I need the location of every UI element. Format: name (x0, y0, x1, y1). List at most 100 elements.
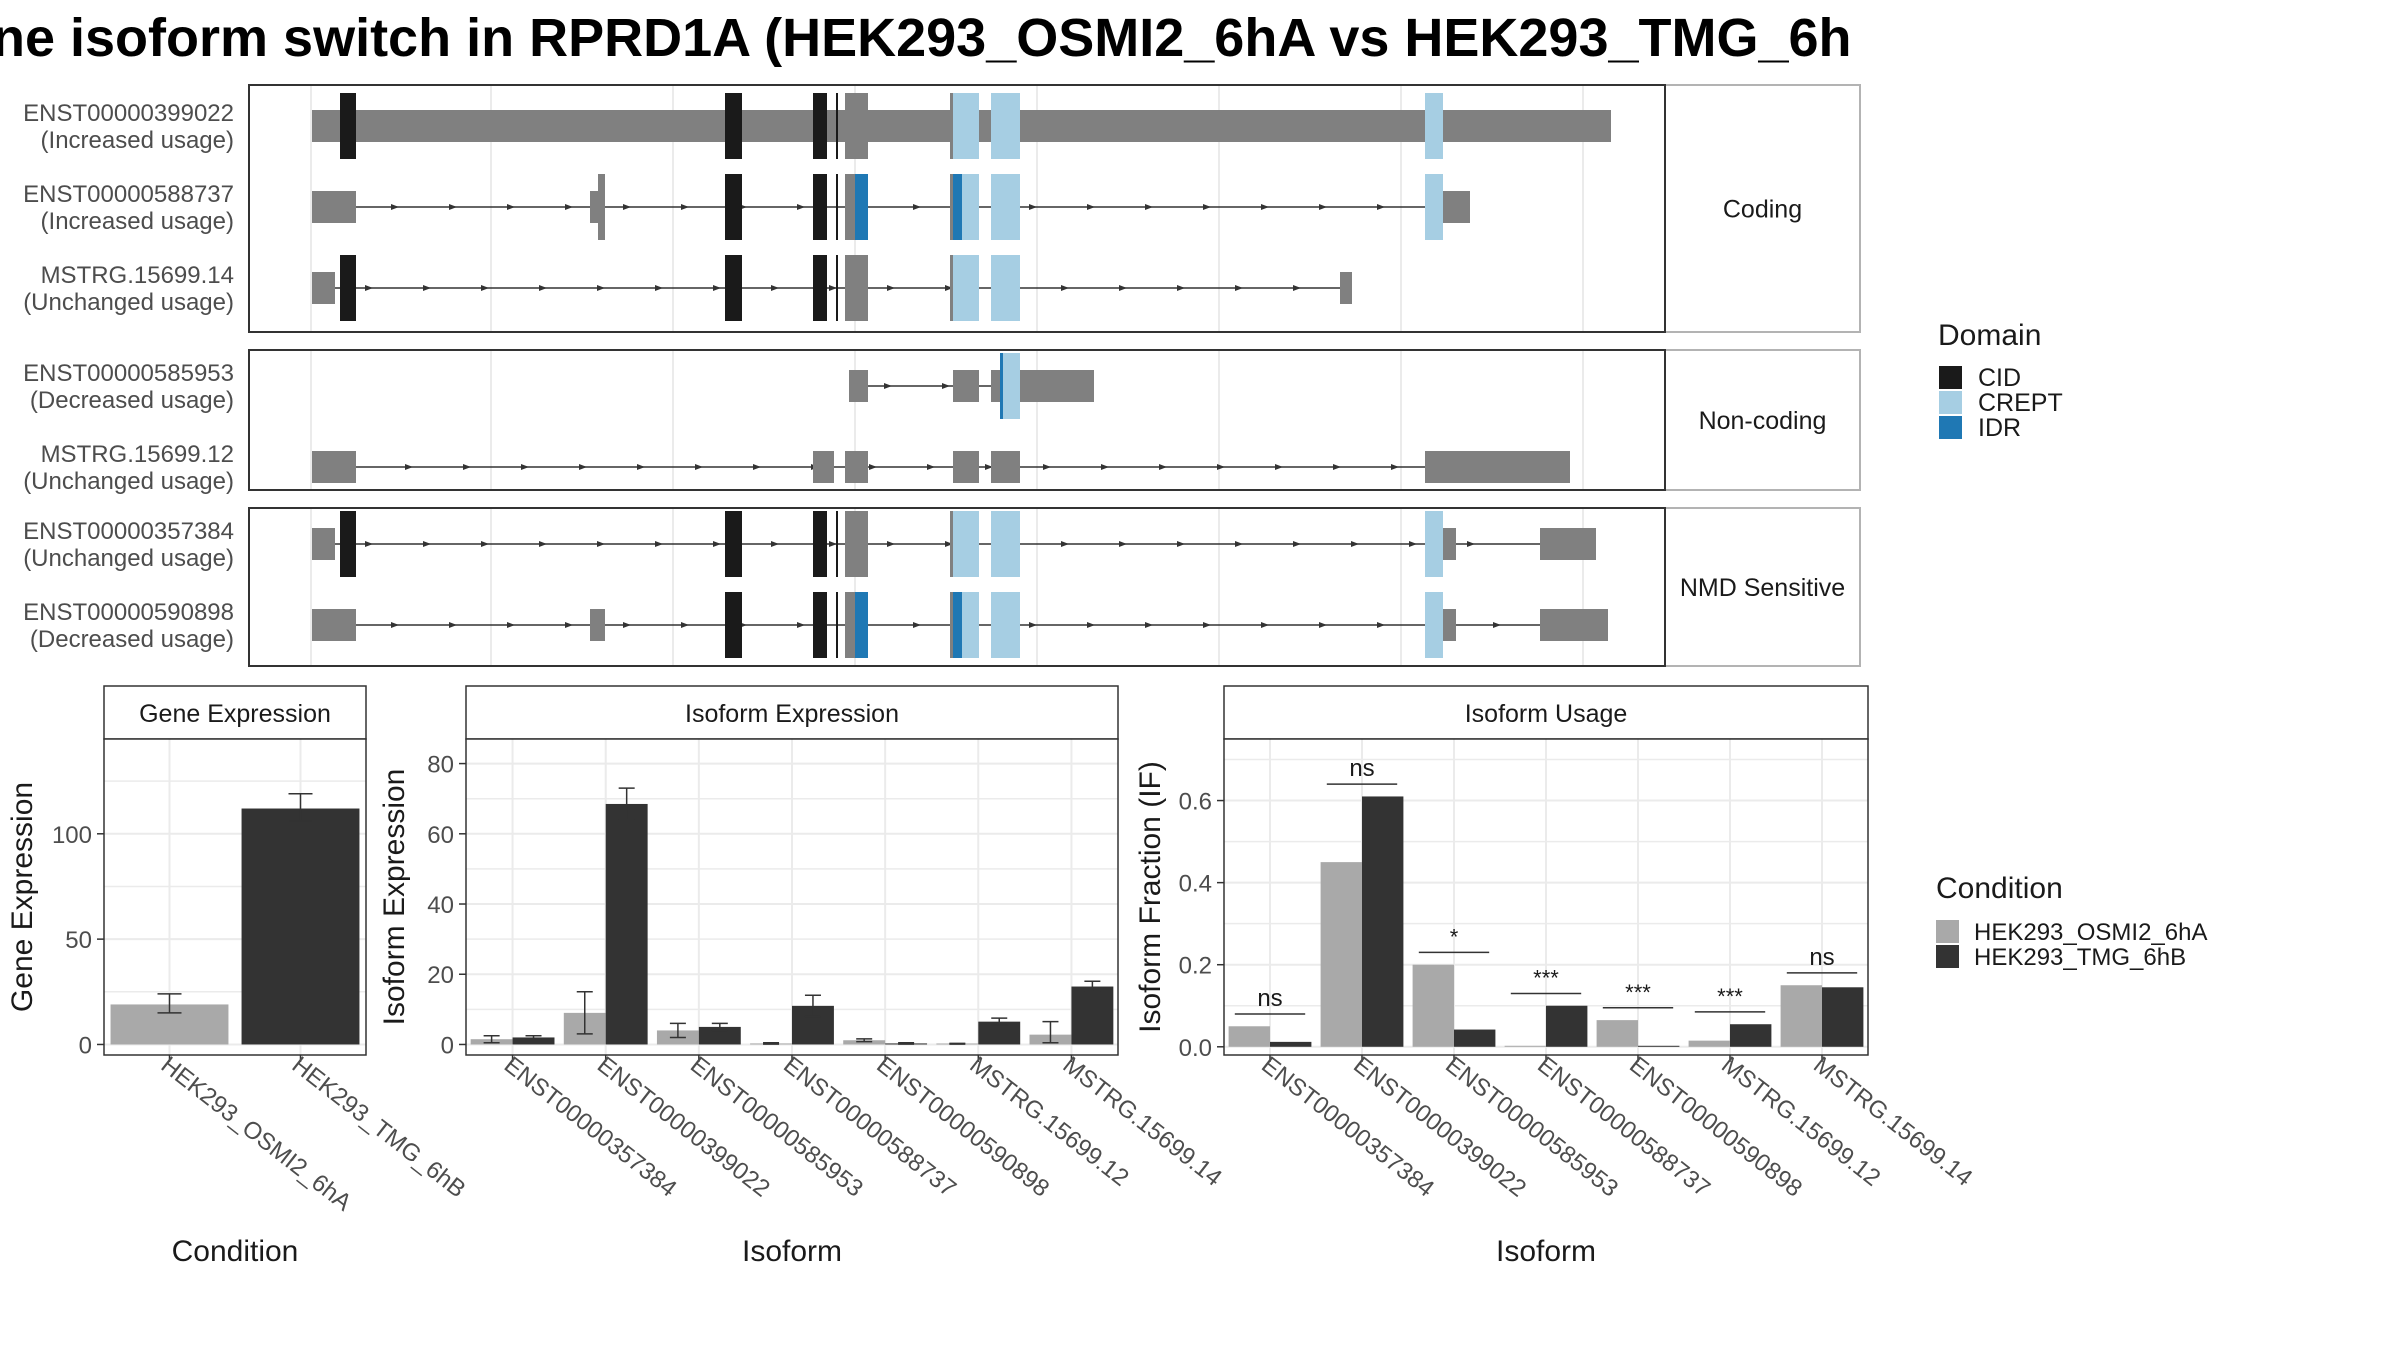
bar (978, 1021, 1021, 1045)
x-tick-label: MSTRG.15699.12 (965, 1051, 1134, 1191)
y-tick-label: 40 (427, 892, 454, 919)
intron-arrow (565, 622, 573, 628)
chart-1: Isoform Expression 0 20 40 60 80 ENST000003573… (378, 685, 1227, 1268)
bar (512, 1037, 555, 1045)
intron-arrow (1217, 464, 1225, 470)
x-axis-title: Isoform (742, 1235, 842, 1268)
bar (241, 808, 360, 1045)
intron-arrow (1293, 541, 1301, 547)
intron-arrow (1061, 285, 1069, 291)
cid-domain-exon (725, 93, 742, 159)
chart-title: Gene Expression (139, 700, 331, 728)
intron-arrow (449, 204, 457, 210)
condition-legend-label: HEK293_OSMI2_6hA (1974, 919, 2207, 946)
chart-title: Isoform Expression (685, 700, 899, 728)
crept-domain-exon (1425, 511, 1443, 577)
x-axis-title: Isoform (1496, 1235, 1596, 1268)
significance-label: *** (1625, 980, 1651, 1005)
crept-domain-exon (1003, 353, 1020, 419)
x-tick-label: ENST00000590898 (871, 1051, 1054, 1202)
crept-domain-exon (962, 592, 979, 658)
isoform-id-label: ENST00000588737 (23, 181, 234, 208)
domain-legend-label: CID (1978, 364, 2021, 392)
intron-arrow (753, 464, 761, 470)
utr-exon (845, 451, 868, 483)
utr-exon (312, 609, 356, 641)
isoform-id-label: MSTRG.15699.12 (41, 441, 234, 468)
intron-arrow (521, 464, 529, 470)
intron-arrow (713, 285, 721, 291)
intron-arrow (1177, 541, 1185, 547)
group-strip (1664, 349, 1861, 491)
isoform-id-label: ENST00000357384 (23, 518, 234, 545)
intron-arrow (1087, 622, 1095, 628)
bar (1270, 1041, 1312, 1047)
y-tick-label: 0 (441, 1032, 454, 1059)
crept-domain-exon (991, 174, 1020, 240)
cid-domain-exon (836, 93, 838, 159)
significance-label: ns (1257, 985, 1282, 1012)
y-axis-title: Isoform Expression (378, 769, 411, 1026)
utr-exon (1425, 451, 1570, 483)
domain-legend-label: IDR (1978, 414, 2021, 442)
cid-domain-exon (340, 93, 356, 159)
crept-domain-exon (1425, 174, 1443, 240)
crept-domain-exon (1425, 93, 1443, 159)
intron-arrow (1261, 204, 1269, 210)
intron-arrow (887, 541, 895, 547)
intron-arrow (539, 285, 547, 291)
intron-arrow (945, 541, 953, 547)
chart-strip (465, 685, 1119, 740)
isoform-id-label: MSTRG.15699.14 (41, 262, 234, 289)
utr-exon (953, 370, 979, 402)
bar (1228, 1026, 1270, 1047)
significance-label: ns (1349, 755, 1374, 782)
y-axis-title: Isoform Fraction (IF) (1134, 761, 1167, 1033)
cid-domain-exon (725, 511, 742, 577)
isoform-usage-label: (Unchanged usage) (23, 545, 234, 572)
intron-arrow (695, 464, 703, 470)
intron-arrow (597, 285, 605, 291)
x-tick-label: ENST00000585953 (685, 1051, 868, 1202)
cid-domain-exon (813, 592, 827, 658)
isoform-usage-label: (Unchanged usage) (23, 468, 234, 495)
intron-arrow (423, 541, 431, 547)
intron-arrow (942, 383, 950, 389)
utr-exon (312, 451, 356, 483)
isoform-usage-label: (Increased usage) (41, 208, 234, 235)
condition-legend-label: HEK293_TMG_6hB (1974, 944, 2186, 971)
chart-strip (103, 685, 367, 740)
significance-label: *** (1533, 965, 1559, 990)
structure-panel-border (248, 349, 1666, 491)
intron-arrow (1235, 541, 1243, 547)
bar (1546, 1005, 1588, 1047)
intron-arrow (655, 541, 663, 547)
figure-title: ne isoform switch in RPRD1A (HEK293_OSMI… (0, 8, 1852, 68)
crept-domain-exon (1425, 592, 1443, 658)
utr-exon (312, 272, 335, 304)
intron-arrow (1061, 541, 1069, 547)
utr-exon (991, 451, 1020, 483)
utr-exon (1540, 528, 1596, 560)
cid-domain-exon (813, 174, 827, 240)
intron-arrow (1319, 622, 1327, 628)
intron-arrow (713, 541, 721, 547)
condition-legend-swatch (1936, 920, 1959, 943)
group-label: Non-coding (1699, 407, 1827, 435)
isoform-usage-label: (Decreased usage) (30, 387, 234, 414)
cid-domain-exon (836, 592, 838, 658)
cid-domain-exon (340, 511, 356, 577)
intron-arrow (1029, 204, 1037, 210)
intron-arrow (623, 204, 631, 210)
intron-arrow (1319, 204, 1327, 210)
coding-exon (845, 511, 868, 577)
idr-domain-exon (855, 592, 868, 658)
intron-arrow (1043, 464, 1051, 470)
intron-arrow (1203, 204, 1211, 210)
exon-cap (950, 93, 953, 159)
utr-exon (849, 370, 868, 402)
intron-arrow (507, 204, 515, 210)
